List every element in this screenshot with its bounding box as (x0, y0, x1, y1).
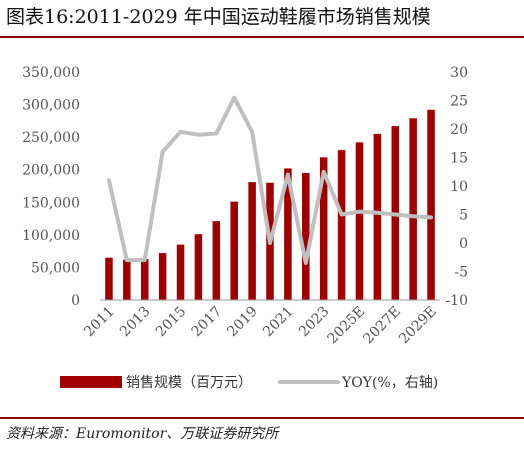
bar-2022 (302, 172, 310, 300)
bar-2019 (248, 182, 256, 300)
source-divider (0, 417, 524, 419)
legend-bar-label: 销售规模（百万元） (126, 375, 252, 391)
bar-2029E (427, 109, 435, 300)
right-tick-label: -5 (454, 265, 468, 281)
chart-title: 图表16:2011-2029 年中国运动鞋履市场销售规模 (6, 6, 431, 28)
bar-2014 (158, 253, 167, 300)
x-tick-label: 2011 (81, 304, 118, 341)
bar-2013 (140, 258, 149, 300)
left-tick-label: 100,000 (22, 228, 80, 244)
left-tick-label: 0 (71, 293, 80, 309)
x-tick-label: 2025E (325, 304, 369, 348)
source-note: 资料来源：Euromonitor、万联证券研究所 (6, 426, 279, 442)
x-tick-label: 2017 (189, 304, 226, 341)
x-tick-label: 2019 (224, 304, 261, 341)
right-tick-label: 10 (450, 179, 468, 195)
bar-2024 (337, 150, 346, 300)
bar-2026E (373, 133, 382, 300)
left-tick-label: 50,000 (31, 260, 80, 276)
bar-2023 (319, 157, 328, 300)
x-tick-label: 2027E (360, 304, 404, 348)
right-tick-label: 30 (450, 65, 468, 81)
x-axis: 2011 2013 2015 2017 2019 2021 20232025E2027E20… (81, 304, 440, 348)
yoy-line (106, 95, 434, 265)
right-axis: -10 -5 0 5 10 15 20 25 30 (445, 65, 468, 309)
bar-2028E (409, 118, 417, 300)
right-tick-label: 0 (459, 236, 468, 252)
right-tick-label: 5 (459, 208, 468, 224)
right-tick-label: 20 (450, 122, 468, 138)
right-tick-label: 25 (450, 94, 468, 110)
bar-2018 (230, 201, 238, 300)
x-tick-label: 2021 (260, 304, 297, 341)
bar-2017 (212, 221, 221, 300)
x-tick-label: 2029E (396, 304, 440, 348)
left-tick-label: 300,000 (22, 98, 80, 114)
line-series (106, 95, 434, 265)
left-tick-label: 200,000 (22, 163, 80, 179)
legend-line-label: YOY(%，右轴) (341, 375, 438, 391)
bar-2015 (176, 244, 185, 300)
bar-2016 (194, 234, 203, 300)
legend: 销售规模（百万元） YOY(%，右轴) (60, 375, 438, 391)
bar-2021 (284, 168, 292, 300)
legend-bar-swatch (60, 376, 122, 388)
right-tick-label: -10 (445, 293, 468, 309)
x-tick-label: 2013 (117, 304, 154, 341)
bar-2011 (105, 257, 113, 300)
left-axis: 0 50,000 100,000 150,000 200,000 250,000 300,0… (22, 65, 80, 309)
bar-2012 (123, 259, 131, 300)
right-tick-label: 15 (450, 151, 468, 167)
left-tick-label: 150,000 (22, 195, 80, 211)
x-tick-label: 2015 (153, 304, 190, 341)
left-tick-label: 250,000 (22, 130, 80, 146)
bar-2025E (355, 142, 364, 300)
title-divider (0, 36, 524, 38)
left-tick-label: 350,000 (22, 65, 80, 81)
